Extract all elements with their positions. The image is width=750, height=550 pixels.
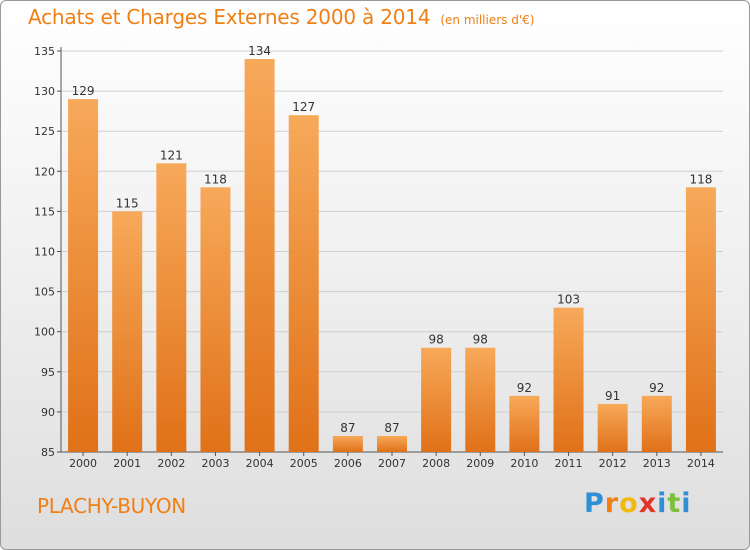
logo-letter: i [657,488,668,519]
logo-letter: o [619,488,639,519]
y-tick-label: 120 [34,165,55,178]
y-tick-label: 105 [34,286,55,299]
data-label: 127 [292,100,315,114]
data-label: 121 [160,148,183,162]
y-tick-label: 125 [34,125,55,138]
logo-letter: P [584,488,605,519]
bar [332,435,363,452]
y-tick-label: 110 [34,246,55,259]
proxiti-logo: Proxiti [584,488,692,519]
data-label: 98 [473,333,488,347]
bar [68,99,99,453]
bar [112,211,143,452]
data-label: 134 [248,44,271,58]
data-label: 118 [689,172,712,186]
x-tick-label: 2002 [157,457,185,470]
x-tick-label: 2010 [510,457,538,470]
data-label: 92 [517,381,532,395]
labels: 129 2000 115 2001 121 2002 118 2003 134 2004 127 20… [69,44,715,470]
bar [465,347,496,452]
data-label: 87 [384,421,399,435]
bar [288,115,319,452]
y-tick-label: 115 [34,205,55,218]
bar [685,187,716,452]
bar [244,59,275,453]
bar [641,395,672,452]
bar [553,307,584,452]
logo-letter: t [667,488,682,519]
bar [156,163,187,452]
x-tick-label: 2001 [113,457,141,470]
data-label: 103 [557,293,580,307]
x-tick-label: 2008 [422,457,450,470]
bar [200,187,231,452]
title-text: Achats et Charges Externes 2000 à 2014 [28,5,431,29]
y-tick-label: 95 [41,366,55,379]
bar [509,395,540,452]
x-tick-label: 2007 [378,457,406,470]
logo-letter: i [681,488,692,519]
data-label: 118 [204,172,227,186]
y-tick-label: 130 [34,85,55,98]
x-tick-label: 2009 [466,457,494,470]
chart-title: Achats et Charges Externes 2000 à 2014 (e… [28,5,534,29]
x-tick-label: 2012 [599,457,627,470]
bar [377,435,407,452]
x-tick-label: 2013 [643,457,671,470]
data-label: 115 [116,196,139,210]
logo-letter: r [604,488,620,519]
bar [597,403,628,452]
y-tick-label: 85 [41,446,55,459]
x-tick-label: 2006 [334,457,362,470]
data-label: 91 [605,389,620,403]
y-tick-label: 135 [34,45,55,58]
y-tick-label: 90 [41,406,55,419]
x-tick-label: 2003 [201,457,229,470]
data-label: 92 [649,381,664,395]
data-label: 87 [340,421,355,435]
x-tick-label: 2011 [555,457,583,470]
x-tick-label: 2014 [687,457,715,470]
bar [421,347,452,452]
place-name: PLACHY-BUYON [37,494,186,518]
data-label: 98 [428,333,443,347]
bars [68,59,716,453]
x-tick-label: 2004 [246,457,274,470]
data-label: 129 [72,84,95,98]
x-tick-label: 2005 [290,457,318,470]
logo-letter: x [638,488,658,519]
x-tick-label: 2000 [69,457,97,470]
title-unit: (en milliers d'€) [440,13,535,27]
y-tick-label: 100 [34,326,55,339]
